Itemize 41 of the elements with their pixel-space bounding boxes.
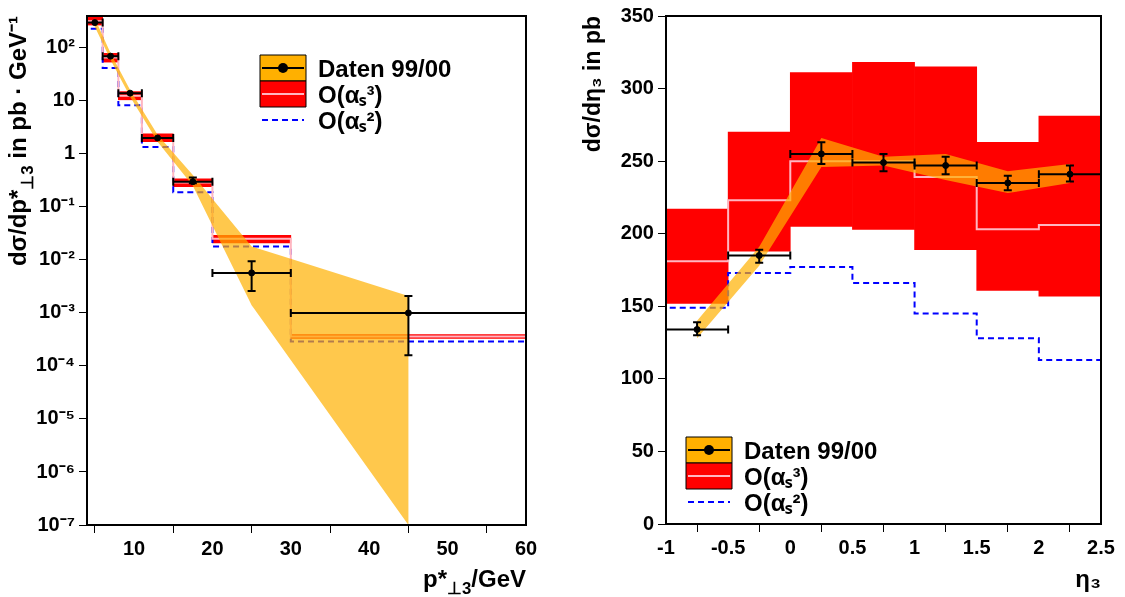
y-tick-label: 10⁻³ <box>39 300 76 323</box>
legend-label: O(αₛ²) <box>318 107 383 134</box>
y-tick-label: 10² <box>46 35 76 58</box>
x-tick-label: 60 <box>514 536 538 559</box>
x-tick-label: 1.5 <box>962 535 991 558</box>
y-tick-label: 10⁻⁶ <box>36 459 75 482</box>
x-tick-label: 20 <box>201 536 224 559</box>
x-tick-label: -1 <box>657 535 675 558</box>
y-axis-title: dσ/dη₃ in pb <box>579 15 605 153</box>
x-tick-label: 10 <box>122 536 146 559</box>
y-tick-label: 10⁻⁵ <box>36 406 75 429</box>
x-tick-label: 50 <box>436 536 459 559</box>
x-tick-label: 40 <box>358 536 381 559</box>
x-tick-label: 0 <box>784 535 796 558</box>
y-tick-label: 1 <box>63 141 75 164</box>
y-tick-label: 350 <box>620 3 654 26</box>
y-tick-label: 0 <box>642 511 654 534</box>
x-axis-title: η₃ <box>1075 565 1102 592</box>
legend-label: Daten 99/00 <box>318 55 452 82</box>
y-tick-label: 10 <box>52 88 75 111</box>
x-tick-label: -0.5 <box>710 535 746 558</box>
x-tick-label: 30 <box>279 536 302 559</box>
legend-label: Daten 99/00 <box>744 437 878 464</box>
legend-label: O(αₛ²) <box>744 489 809 516</box>
y-tick-label: 300 <box>620 76 654 99</box>
y-tick-label: 10⁻¹ <box>39 194 76 217</box>
y-tick-label: 250 <box>620 148 654 171</box>
x-tick-label: 2.5 <box>1087 535 1115 558</box>
legend-label: O(αₛ³) <box>318 81 383 108</box>
legend-label: O(αₛ³) <box>744 463 809 490</box>
y-tick-label: 150 <box>620 293 654 316</box>
y-tick-label: 50 <box>631 438 654 461</box>
y-tick-label: 200 <box>620 221 654 244</box>
y-tick-label: 10⁻⁴ <box>35 353 75 376</box>
y-axis-title: dσ/dp*⊥3 in pb · GeV⁻¹ <box>4 15 38 267</box>
x-tick-label: 1 <box>909 535 921 558</box>
y-tick-label: 10⁻² <box>39 247 76 270</box>
x-tick-label: 0.5 <box>838 535 867 558</box>
x-tick-label: 2 <box>1033 535 1045 558</box>
y-tick-label: 10⁻⁷ <box>37 512 75 535</box>
y-tick-label: 100 <box>620 366 654 389</box>
